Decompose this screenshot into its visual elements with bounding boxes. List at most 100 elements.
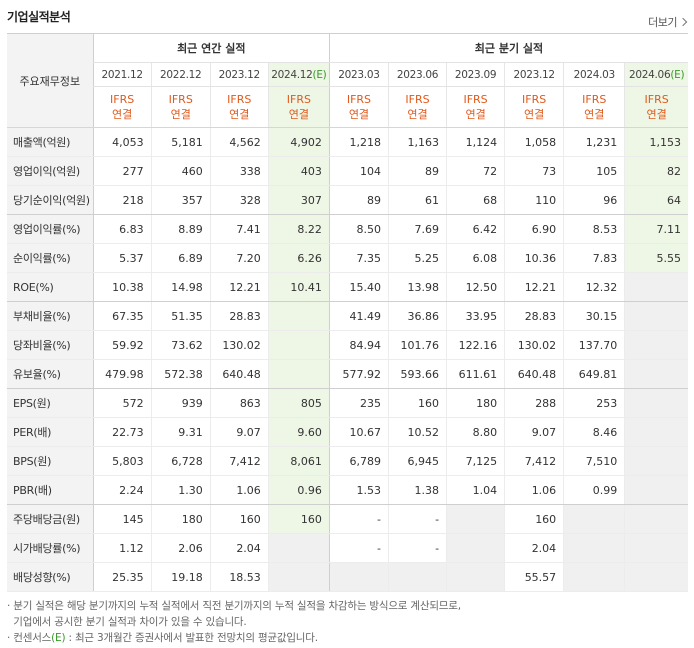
ifrs-line2: 연결 <box>524 108 545 121</box>
value-cell: 130.02 <box>209 330 269 360</box>
value-cell <box>563 562 625 592</box>
value-cell: - <box>328 533 389 563</box>
period-label: 2023.06 <box>396 68 439 81</box>
value-cell: 1,218 <box>328 127 389 157</box>
value-cell: - <box>387 504 447 534</box>
value-cell: 7,510 <box>563 446 625 476</box>
ifrs-label: IFRS 연결 <box>92 86 152 128</box>
row-label: 유보율(%) <box>7 359 94 389</box>
value-cell: 479.98 <box>92 359 152 389</box>
value-cell: 1,231 <box>563 127 625 157</box>
value-cell: 61 <box>387 185 447 215</box>
period-label: 2023.12 <box>218 68 261 81</box>
value-cell: 5.55 <box>624 243 688 273</box>
ifrs-line2: 연결 <box>465 108 486 121</box>
value-cell: 10.41 <box>267 272 330 302</box>
value-cell: 357 <box>150 185 211 215</box>
value-cell: 939 <box>150 388 211 418</box>
period-header: 2023.12 <box>209 62 269 87</box>
value-cell <box>267 359 330 389</box>
value-cell: 7.35 <box>328 243 389 273</box>
value-cell: 5.25 <box>387 243 447 273</box>
value-cell: 1,163 <box>387 127 447 157</box>
ifrs-label: IFRS 연결 <box>387 86 447 128</box>
value-cell: 9.60 <box>267 417 330 447</box>
value-cell <box>446 504 505 534</box>
value-cell: 6.42 <box>446 214 505 244</box>
period-header: 2021.12 <box>92 62 152 87</box>
value-cell: - <box>328 504 389 534</box>
value-cell: 460 <box>150 156 211 186</box>
value-cell: 7.83 <box>563 243 625 273</box>
value-cell: 9.07 <box>209 417 269 447</box>
value-cell: 28.83 <box>209 301 269 331</box>
value-cell <box>624 301 688 331</box>
value-cell <box>267 562 330 592</box>
row-label: PBR(배) <box>7 475 94 505</box>
value-cell <box>267 301 330 331</box>
value-cell <box>624 504 688 534</box>
value-cell: 277 <box>92 156 152 186</box>
value-cell: 2.04 <box>209 533 269 563</box>
ifrs-label: IFRS 연결 <box>209 86 269 128</box>
value-cell: 12.50 <box>446 272 505 302</box>
value-cell: 180 <box>150 504 211 534</box>
value-cell <box>624 330 688 360</box>
value-cell: 6,728 <box>150 446 211 476</box>
table-row: BPS(원) 5,803 6,728 7,412 8,061 6,789 6,945 7,12… <box>7 446 688 476</box>
more-link[interactable]: 더보기 <box>648 14 688 30</box>
value-cell: 6,789 <box>328 446 389 476</box>
row-label: 부채비율(%) <box>7 301 94 331</box>
footnote-3: · 컨센서스(E) : 최근 3개월간 증권사에서 발표한 전망치의 평균값입니… <box>7 630 461 646</box>
value-cell: 12.32 <box>563 272 625 302</box>
ifrs-line2: 연결 <box>646 108 667 121</box>
value-cell: 160 <box>387 388 447 418</box>
table-row: 매출액(억원) 4,053 5,181 4,562 4,902 1,218 1,163 1,1… <box>7 127 688 157</box>
value-cell: 84.94 <box>328 330 389 360</box>
table-row: 시가배당률(%) 1.12 2.06 2.04- -2.04 <box>7 533 688 563</box>
value-cell <box>328 562 389 592</box>
value-cell: 2.24 <box>92 475 152 505</box>
value-cell: 68 <box>446 185 505 215</box>
row-label: 영업이익(억원) <box>7 156 94 186</box>
value-cell <box>446 562 505 592</box>
section-title: 기업실적분석 <box>7 10 71 24</box>
value-cell: 4,053 <box>92 127 152 157</box>
value-cell <box>624 272 688 302</box>
row-label: 영업이익률(%) <box>7 214 94 244</box>
period-label: 2021.12 <box>101 68 143 81</box>
period-label: 2022.12 <box>160 68 202 81</box>
value-cell: 104 <box>328 156 389 186</box>
value-cell: - <box>387 533 447 563</box>
estimate-mark: (E) <box>670 68 685 81</box>
value-cell: 6.83 <box>92 214 152 244</box>
value-cell: 640.48 <box>209 359 269 389</box>
value-cell: 89 <box>387 156 447 186</box>
value-cell: 22.73 <box>92 417 152 447</box>
ifrs-line1: IFRS <box>110 93 135 106</box>
value-cell: 4,562 <box>209 127 269 157</box>
ifrs-line2: 연결 <box>584 108 605 121</box>
value-cell: 4,902 <box>267 127 330 157</box>
table-row: 당기순이익(억원) 218 357 328 307 89 61 68 110 96 64 <box>7 185 688 215</box>
ifrs-label: IFRS 연결 <box>504 86 564 128</box>
row-label: 시가배당률(%) <box>7 533 94 563</box>
value-cell: 6.90 <box>504 214 564 244</box>
value-cell: 307 <box>267 185 330 215</box>
value-cell: 41.49 <box>328 301 389 331</box>
value-cell: 19.18 <box>150 562 211 592</box>
period-label: 2024.12 <box>271 68 313 81</box>
value-cell: 96 <box>563 185 625 215</box>
value-cell: 51.35 <box>150 301 211 331</box>
financial-table: 주요재무정보 최근 연간 실적 최근 분기 실적 2021.12 2022.12 2023… <box>7 33 688 592</box>
value-cell: 863 <box>209 388 269 418</box>
value-cell: 12.21 <box>504 272 564 302</box>
period-header: 2023.09 <box>446 62 505 87</box>
value-cell: 2.06 <box>150 533 211 563</box>
value-cell: 1,124 <box>446 127 505 157</box>
row-label: EPS(원) <box>7 388 94 418</box>
value-cell: 649.81 <box>563 359 625 389</box>
value-cell: 72 <box>446 156 505 186</box>
value-cell <box>624 388 688 418</box>
